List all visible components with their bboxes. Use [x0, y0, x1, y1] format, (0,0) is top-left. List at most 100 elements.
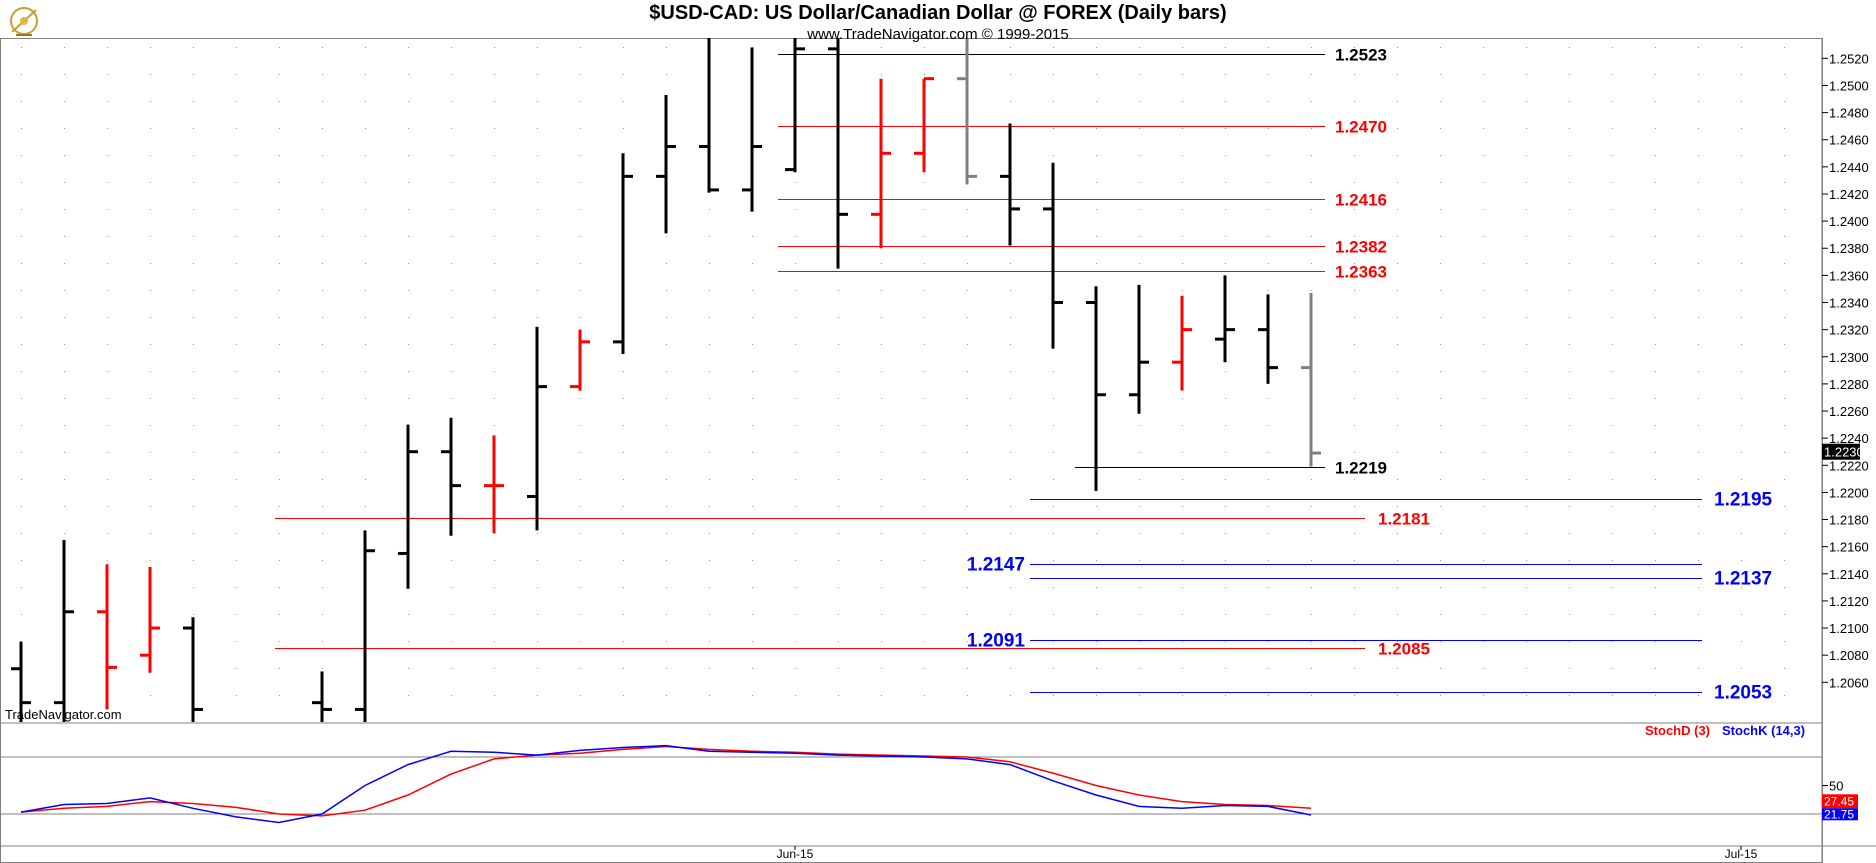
grid-dot: [1698, 695, 1699, 696]
grid-dot: [1526, 560, 1527, 561]
grid-dot: [1010, 317, 1011, 318]
grid-dot: [21, 425, 22, 426]
price-tick-label: 1.2500: [1829, 78, 1869, 93]
grid-dot: [881, 317, 882, 318]
grid-dot: [1225, 425, 1226, 426]
grid-dot: [408, 182, 409, 183]
grid-dot: [1182, 425, 1183, 426]
grid-dot: [451, 587, 452, 588]
grid-dot: [1612, 236, 1613, 237]
grid-dot: [193, 425, 194, 426]
grid-dot: [1698, 533, 1699, 534]
grid-dot: [279, 101, 280, 102]
grid-dot: [193, 344, 194, 345]
grid-dot: [279, 209, 280, 210]
grid-dot: [236, 182, 237, 183]
grid-dot: [1569, 209, 1570, 210]
grid-dot: [1096, 614, 1097, 615]
grid-dot: [1053, 668, 1054, 669]
grid-dot: [1655, 155, 1656, 156]
grid-dot: [1010, 614, 1011, 615]
grid-dot: [580, 128, 581, 129]
grid-dot: [322, 587, 323, 588]
grid-dot: [1096, 155, 1097, 156]
grid-dot: [1612, 398, 1613, 399]
grid-dot: [1225, 74, 1226, 75]
grid-dot: [924, 47, 925, 48]
grid-dot: [322, 452, 323, 453]
chart-subtitle: www.TradeNavigator.com © 1999-2015: [807, 26, 1069, 43]
grid-dot: [1096, 560, 1097, 561]
grid-dot: [1483, 398, 1484, 399]
grid-dot: [1612, 182, 1613, 183]
grid-dot: [752, 641, 753, 642]
grid-dot: [150, 236, 151, 237]
grid-dot: [1741, 182, 1742, 183]
grid-dot: [580, 101, 581, 102]
grid-dot: [21, 155, 22, 156]
ohlc-bar: [97, 564, 117, 710]
grid-dot: [537, 317, 538, 318]
stochk-value-label: 21.75: [1824, 807, 1854, 821]
grid-dot: [1569, 290, 1570, 291]
grid-dot: [1268, 74, 1269, 75]
grid-dot: [1354, 74, 1355, 75]
grid-dot: [1483, 209, 1484, 210]
grid-dot: [1698, 506, 1699, 507]
grid-dot: [1182, 290, 1183, 291]
grid-dot: [752, 560, 753, 561]
grid-dot: [1354, 398, 1355, 399]
grid-dot: [1225, 479, 1226, 480]
grid-dot: [1655, 506, 1656, 507]
grid-dot: [1010, 452, 1011, 453]
grid-dot: [279, 182, 280, 183]
grid-dot: [1440, 641, 1441, 642]
grid-dot: [64, 182, 65, 183]
grid-dot: [1526, 74, 1527, 75]
grid-dot: [752, 425, 753, 426]
grid-dot: [1096, 182, 1097, 183]
grid-dot: [1397, 290, 1398, 291]
ohlc-bar: [441, 417, 461, 536]
grid-dot: [924, 398, 925, 399]
grid-dot: [838, 560, 839, 561]
grid-dot: [451, 155, 452, 156]
legend-stochd: StochD (3): [1645, 723, 1710, 738]
grid-dot: [967, 506, 968, 507]
grid-dot: [1354, 587, 1355, 588]
ohlc-bar: [54, 539, 74, 722]
grid-dot: [279, 236, 280, 237]
grid-dot: [236, 560, 237, 561]
grid-dot: [752, 290, 753, 291]
grid-dot: [322, 128, 323, 129]
grid-dot: [1483, 668, 1484, 669]
level-label-1.2382: 1.2382: [1335, 238, 1387, 257]
grid-dot: [1440, 290, 1441, 291]
grid-dot: [666, 74, 667, 75]
price-bars: [11, 38, 1321, 722]
grid-dot: [1311, 533, 1312, 534]
price-tick-label: 1.2060: [1829, 675, 1869, 690]
grid-dot: [924, 668, 925, 669]
grid-dot: [623, 47, 624, 48]
grid-dot: [1612, 614, 1613, 615]
grid-dot: [1741, 74, 1742, 75]
grid-dot: [1139, 128, 1140, 129]
grid-dot: [1397, 452, 1398, 453]
price-tick-label: 1.2420: [1829, 187, 1869, 202]
grid-dot: [1483, 587, 1484, 588]
grid-dot: [752, 479, 753, 480]
grid-dot: [537, 155, 538, 156]
grid-dot: [408, 668, 409, 669]
grid-dot: [1526, 452, 1527, 453]
grid-dot: [1612, 506, 1613, 507]
plot-border: [0, 38, 1823, 863]
grid-dot: [1010, 398, 1011, 399]
grid-dot: [408, 155, 409, 156]
grid-dot: [709, 695, 710, 696]
grid-dot: [1698, 452, 1699, 453]
grid-dot: [623, 101, 624, 102]
grid-dot: [279, 533, 280, 534]
grid-dot: [1483, 560, 1484, 561]
grid-dot: [623, 587, 624, 588]
